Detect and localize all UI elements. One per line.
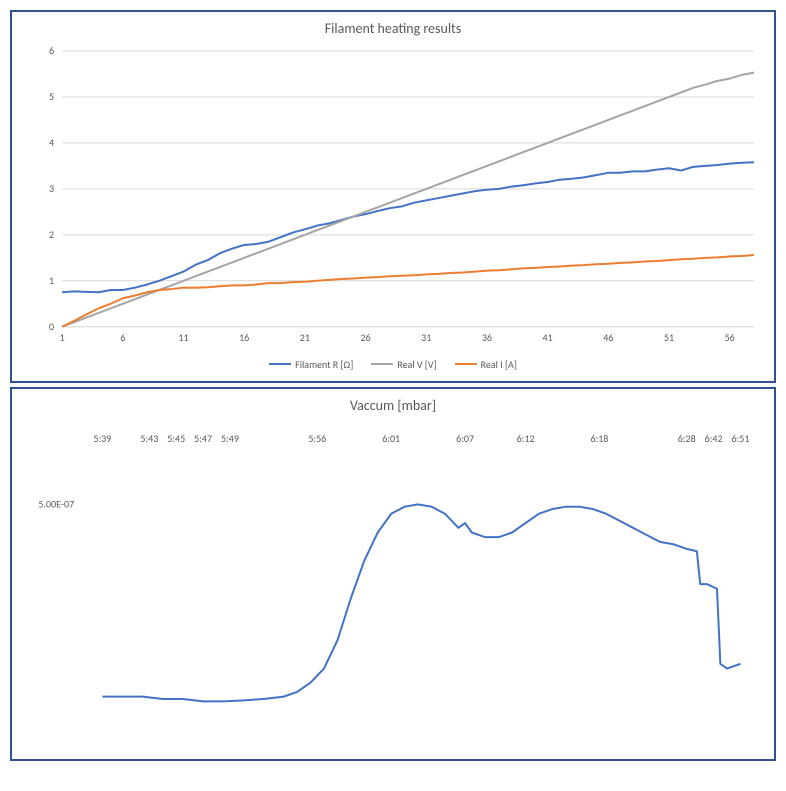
svg-text:5:43: 5:43	[140, 432, 158, 445]
legend-swatch	[269, 363, 291, 365]
svg-text:6:28: 6:28	[678, 432, 696, 445]
svg-text:11: 11	[178, 331, 188, 344]
legend-label: Real I [A]	[481, 358, 517, 371]
svg-text:6: 6	[120, 331, 125, 344]
svg-text:5:39: 5:39	[93, 432, 111, 445]
svg-text:5.00E-07: 5.00E-07	[38, 497, 74, 510]
filament-heating-chart: Filament heating results 012345616111621…	[10, 10, 776, 383]
svg-text:36: 36	[482, 331, 492, 344]
svg-text:2: 2	[49, 228, 54, 241]
svg-text:31: 31	[421, 331, 431, 344]
svg-text:21: 21	[300, 331, 310, 344]
svg-text:6:42: 6:42	[705, 432, 723, 445]
svg-text:6:51: 6:51	[732, 432, 750, 445]
svg-text:6: 6	[49, 44, 54, 57]
legend-swatch	[371, 363, 393, 365]
svg-text:1: 1	[49, 274, 54, 287]
svg-text:5:56: 5:56	[308, 432, 326, 445]
svg-text:1: 1	[60, 331, 65, 344]
chart1-legend: Filament R [Ω] Real V [V] Real I [A]	[12, 352, 774, 381]
svg-text:41: 41	[543, 331, 553, 344]
legend-item: Real I [A]	[455, 358, 517, 371]
svg-text:51: 51	[664, 331, 674, 344]
svg-text:0: 0	[49, 320, 54, 333]
svg-text:5:49: 5:49	[221, 432, 239, 445]
legend-item: Real V [V]	[371, 358, 436, 371]
svg-text:5:47: 5:47	[194, 432, 212, 445]
svg-text:56: 56	[725, 331, 735, 344]
svg-text:3: 3	[49, 182, 54, 195]
svg-text:6:01: 6:01	[382, 432, 400, 445]
legend-item: Filament R [Ω]	[269, 358, 353, 371]
svg-text:26: 26	[360, 331, 370, 344]
chart1-title: Filament heating results	[12, 12, 774, 41]
chart2-title: Vaccum [mbar]	[12, 389, 774, 418]
svg-text:6:07: 6:07	[456, 432, 474, 445]
svg-text:46: 46	[603, 331, 613, 344]
chart1-svg: 01234561611162126313641465156	[12, 41, 774, 352]
svg-text:4: 4	[49, 136, 54, 149]
legend-label: Filament R [Ω]	[295, 358, 353, 371]
chart2-svg: 5:39 5:43 5:45 5:47 5:49 5:56 6:01 6:07 6:12 6:18…	[12, 418, 774, 759]
legend-label: Real V [V]	[397, 358, 436, 371]
vacuum-chart: Vaccum [mbar] 5:39 5:43 5:45 5:47 5:49 5:56 6:…	[10, 387, 776, 761]
svg-text:6:18: 6:18	[590, 432, 608, 445]
svg-text:6:12: 6:12	[517, 432, 535, 445]
svg-text:5:45: 5:45	[167, 432, 185, 445]
legend-swatch	[455, 363, 477, 365]
svg-text:5: 5	[49, 90, 54, 103]
svg-text:16: 16	[239, 331, 249, 344]
